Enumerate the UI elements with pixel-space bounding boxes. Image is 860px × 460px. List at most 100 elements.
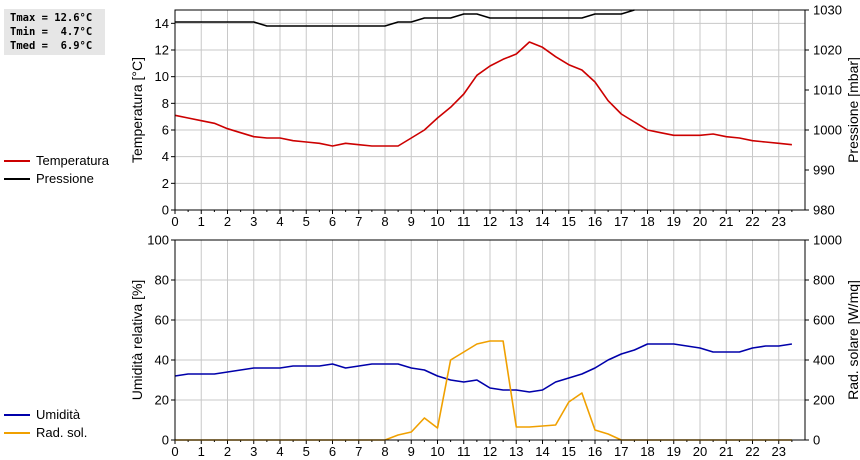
x-tick-label-top: 6 (329, 214, 336, 229)
series-line-rad-sol (175, 340, 792, 441)
x-tick-label-top: 0 (171, 214, 178, 229)
series-line-pressione (175, 9, 635, 27)
y-left-tick-label-bottom: 60 (155, 313, 169, 328)
legend-top: Temperatura Pressione (4, 152, 109, 188)
plot-frame-top (174, 9, 806, 211)
x-tick-label-bottom: 1 (198, 444, 205, 459)
legend-item-pressione: Pressione (4, 170, 109, 188)
x-tick-label-top: 5 (303, 214, 310, 229)
x-tick-label-bottom: 10 (430, 444, 444, 459)
stat-tmed: Tmed = 6.9°C (10, 40, 93, 52)
y-left-tick-label-top: 12 (155, 43, 169, 58)
y-left-tick-label-bottom: 80 (155, 273, 169, 288)
plot-frame-bottom (174, 239, 806, 441)
x-tick-label-bottom: 16 (588, 444, 602, 459)
y-right-tick-label-bottom: 200 (813, 393, 835, 408)
y-right-tick-label-top: 990 (813, 163, 835, 178)
legend-item-temperatura: Temperatura (4, 152, 109, 170)
legend-swatch-temperatura (4, 160, 30, 162)
series-line-temperatura (174, 41, 792, 147)
y-right-tick-label-top: 1030 (813, 3, 842, 18)
x-tick-label-bottom: 2 (224, 444, 231, 459)
x-tick-label-top: 4 (276, 214, 283, 229)
x-tick-label-bottom: 21 (719, 444, 733, 459)
stat-tmin: Tmin = 4.7°C (10, 26, 93, 38)
y-left-axis-title-bottom: Umidità relativa [%] (129, 280, 145, 401)
x-tick-label-bottom: 19 (667, 444, 681, 459)
stat-tmax: Tmax = 12.6°C (10, 12, 93, 24)
x-tick-label-bottom: 9 (408, 444, 415, 459)
x-tick-label-top: 21 (719, 214, 733, 229)
y-right-tick-label-bottom: 1000 (813, 233, 842, 248)
y-left-tick-label-top: 8 (162, 96, 169, 111)
legend-item-radsol: Rad. sol. (4, 424, 87, 442)
x-tick-label-top: 14 (535, 214, 549, 229)
x-tick-label-top: 12 (483, 214, 497, 229)
y-right-tick-label-bottom: 400 (813, 353, 835, 368)
y-left-tick-label-top: 14 (155, 16, 169, 31)
legend-swatch-radsol (4, 432, 30, 434)
x-tick-label-top: 15 (562, 214, 576, 229)
x-tick-label-bottom: 13 (509, 444, 523, 459)
x-tick-label-top: 18 (640, 214, 654, 229)
legend-item-umidita: Umidità (4, 406, 87, 424)
x-tick-label-bottom: 4 (276, 444, 283, 459)
x-tick-label-bottom: 12 (483, 444, 497, 459)
x-tick-label-top: 8 (381, 214, 388, 229)
x-tick-label-top: 17 (614, 214, 628, 229)
legend-label-pressione: Pressione (36, 171, 94, 186)
y-left-tick-label-bottom: 0 (162, 433, 169, 448)
y-left-tick-label-top: 2 (162, 176, 169, 191)
y-right-tick-label-top: 1000 (813, 123, 842, 138)
x-tick-label-top: 13 (509, 214, 523, 229)
y-left-tick-label-bottom: 40 (155, 353, 169, 368)
y-right-tick-label-top: 1010 (813, 83, 842, 98)
y-left-axis-title-top: Temperatura [°C] (129, 57, 145, 163)
x-tick-label-bottom: 11 (457, 444, 471, 459)
x-tick-label-bottom: 0 (171, 444, 178, 459)
legend-label-radsol: Rad. sol. (36, 425, 88, 440)
y-left-tick-label-top: 0 (162, 203, 169, 218)
x-tick-label-top: 23 (772, 214, 786, 229)
legend-bottom: Umidità Rad. sol. (4, 406, 87, 442)
y-left-tick-label-bottom: 20 (155, 393, 169, 408)
x-tick-label-bottom: 7 (355, 444, 362, 459)
y-right-tick-label-bottom: 600 (813, 313, 835, 328)
y-right-axis-title-bottom: Rad. solare [W/mq] (845, 280, 860, 400)
x-tick-label-top: 19 (667, 214, 681, 229)
x-tick-label-bottom: 20 (693, 444, 707, 459)
stats-box: Tmax = 12.6°C Tmin = 4.7°C Tmed = 6.9°C (4, 9, 105, 55)
x-tick-label-bottom: 14 (535, 444, 549, 459)
x-tick-label-top: 10 (430, 214, 444, 229)
legend-label-temperatura: Temperatura (36, 153, 109, 168)
x-tick-label-top: 11 (457, 214, 471, 229)
y-right-tick-label-top: 980 (813, 203, 835, 218)
x-tick-label-bottom: 23 (772, 444, 786, 459)
x-tick-label-bottom: 15 (562, 444, 576, 459)
x-tick-label-top: 7 (355, 214, 362, 229)
y-right-axis-title-top: Pressione [mbar] (845, 57, 860, 163)
x-tick-label-top: 22 (745, 214, 759, 229)
x-tick-label-bottom: 18 (640, 444, 654, 459)
y-left-tick-label-top: 10 (155, 69, 169, 84)
y-left-tick-label-bottom: 100 (147, 233, 169, 248)
y-right-tick-label-bottom: 0 (813, 433, 820, 448)
legend-swatch-pressione (4, 178, 30, 180)
x-tick-label-bottom: 3 (250, 444, 257, 459)
y-left-tick-label-top: 4 (162, 149, 169, 164)
x-tick-label-bottom: 17 (614, 444, 628, 459)
y-left-tick-label-top: 6 (162, 123, 169, 138)
x-tick-label-bottom: 6 (329, 444, 336, 459)
y-right-tick-label-top: 1020 (813, 43, 842, 58)
x-tick-label-bottom: 8 (381, 444, 388, 459)
x-tick-label-top: 1 (198, 214, 205, 229)
series-line-umidit (174, 343, 793, 393)
x-tick-label-top: 2 (224, 214, 231, 229)
y-right-tick-label-bottom: 800 (813, 273, 835, 288)
x-tick-label-top: 16 (588, 214, 602, 229)
x-tick-label-top: 9 (408, 214, 415, 229)
x-tick-label-bottom: 22 (745, 444, 759, 459)
x-tick-label-bottom: 5 (303, 444, 310, 459)
x-tick-label-top: 20 (693, 214, 707, 229)
legend-swatch-umidita (4, 414, 30, 416)
